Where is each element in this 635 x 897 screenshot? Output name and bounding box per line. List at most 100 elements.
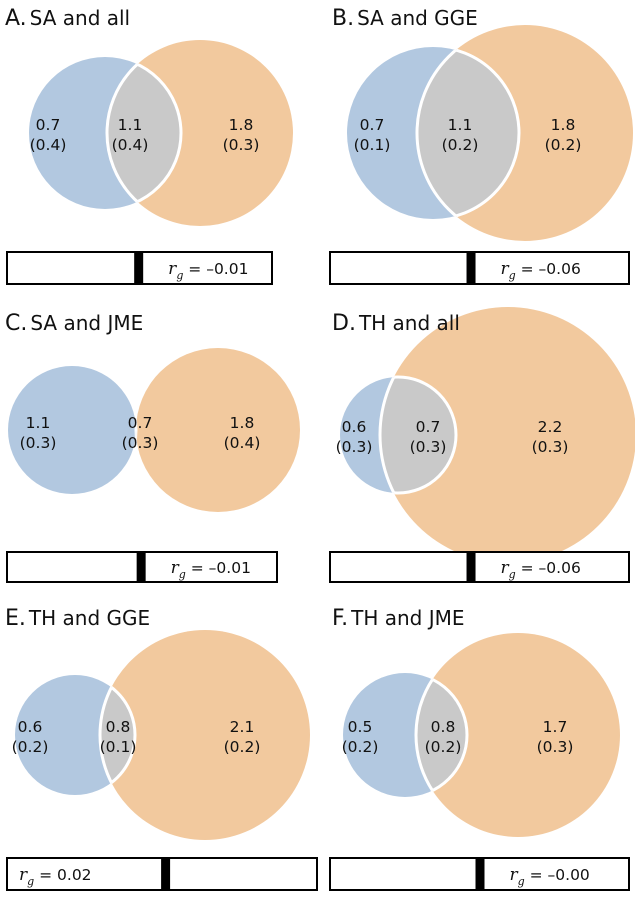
overlap-region-se: (0.2): [425, 738, 462, 756]
left-region-se: (0.4): [30, 136, 67, 154]
overlap-region-se: (0.4): [112, 136, 149, 154]
overlap-region-value: 1.1: [448, 116, 473, 134]
left-region-se: (0.1): [354, 136, 391, 154]
rg-value: = –0.01: [186, 559, 251, 577]
left-region-se: (0.2): [342, 738, 379, 756]
panel-title-text: TH and GGE: [28, 606, 150, 630]
left-region-se: (0.3): [336, 438, 373, 456]
panel-letter: A.: [5, 6, 27, 31]
rg-subscript: g: [509, 269, 516, 282]
overlap-region-value: 1.1: [118, 116, 143, 134]
overlap-outline-right: [378, 377, 456, 493]
right-region-value: 2.2: [538, 418, 563, 436]
overlap-region: [107, 57, 181, 209]
left-region-value: 0.5: [348, 718, 373, 736]
left-region-value: 0.7: [360, 116, 385, 134]
rg-symbol: r: [171, 558, 180, 578]
left-region-value: 0.6: [18, 718, 43, 736]
right-region-se: (0.3): [223, 136, 260, 154]
right-region-se: (0.4): [224, 434, 261, 452]
venn-panel-d: D. TH and all 0.6 (0.3) 0.7 (0.3) 2.2 (0.3) rg =…: [329, 307, 635, 583]
rg-label: rg = –0.06: [501, 558, 581, 581]
overlap-region-se: (0.3): [122, 434, 159, 452]
rg-marker: [475, 859, 485, 889]
panel-letter: B.: [332, 6, 354, 31]
right-region-value: 2.1: [230, 718, 255, 736]
right-region-value: 1.8: [551, 116, 576, 134]
rg-label: rg = 0.02: [19, 865, 92, 888]
panel-title: C. SA and JME: [5, 311, 143, 336]
overlap-outline-left: [380, 375, 458, 495]
panel-title-text: TH and all: [358, 311, 460, 335]
rg-symbol: r: [501, 558, 510, 578]
overlap-outline-right: [105, 57, 181, 209]
rg-subscript: g: [509, 568, 516, 581]
right-region-value: 1.8: [230, 414, 255, 432]
overlap-region-value: 0.8: [106, 718, 131, 736]
rg-value: = 0.02: [34, 866, 91, 884]
rg-marker: [466, 553, 476, 581]
rg-label: rg = –0.01: [171, 558, 251, 581]
rg-bar: [329, 551, 630, 583]
left-region-value: 0.7: [36, 116, 61, 134]
left-region-se: (0.2): [12, 738, 49, 756]
left-circle: [8, 366, 136, 494]
left-region-value: 0.6: [342, 418, 367, 436]
right-region-value: 1.8: [229, 116, 254, 134]
right-circle: [380, 307, 635, 563]
rg-symbol: r: [19, 865, 28, 885]
rg-value: = –0.06: [516, 260, 581, 278]
overlap-outline-right: [98, 675, 135, 795]
right-region-se: (0.2): [224, 738, 261, 756]
panel-title-text: SA and GGE: [357, 6, 478, 30]
rg-marker: [161, 859, 171, 889]
panel-title: F. TH and JME: [332, 606, 465, 631]
venn-panel-c: C. SA and JME 1.1 (0.3) 0.7 (0.3) 1.8 (0.4) rg =…: [5, 311, 300, 583]
panel-letter: F.: [332, 606, 348, 631]
right-circle: [416, 633, 620, 837]
panel-title: E. TH and GGE: [5, 606, 150, 631]
left-region-value: 1.1: [26, 414, 51, 432]
panel-letter: E.: [5, 606, 26, 631]
right-circle: [100, 630, 310, 840]
overlap-region-se: (0.2): [442, 136, 479, 154]
rg-symbol: r: [168, 259, 177, 279]
rg-symbol: r: [510, 865, 519, 885]
right-region-se: (0.3): [537, 738, 574, 756]
rg-subscript: g: [27, 875, 34, 888]
rg-subscript: g: [518, 875, 525, 888]
rg-value: = –0.00: [525, 866, 590, 884]
overlap-outline-right: [414, 673, 467, 797]
rg-bar: [329, 251, 630, 285]
rg-symbol: r: [501, 259, 510, 279]
rg-marker: [466, 253, 476, 283]
panel-letter: D.: [332, 311, 356, 336]
rg-subscript: g: [179, 568, 186, 581]
overlap-region: [417, 47, 519, 219]
panel-title: B. SA and GGE: [332, 6, 478, 31]
overlap-region-se: (0.1): [100, 738, 137, 756]
overlap-region-value: 0.7: [416, 418, 441, 436]
right-region-value: 1.7: [543, 718, 568, 736]
overlap-region-se: (0.3): [410, 438, 447, 456]
venn-panel-f: F. TH and JME 0.5 (0.2) 0.8 (0.2) 1.7 (0.3) rg =…: [329, 606, 630, 891]
left-region-se: (0.3): [20, 434, 57, 452]
overlap-outline-left: [107, 55, 183, 211]
panel-title-text: SA and all: [30, 6, 130, 30]
panel-title-text: SA and JME: [30, 311, 143, 335]
rg-subscript: g: [176, 269, 183, 282]
right-region-se: (0.2): [545, 136, 582, 154]
overlap-region-value: 0.7: [128, 414, 153, 432]
panel-title-text: TH and JME: [350, 606, 464, 630]
overlap-region-value: 0.8: [431, 718, 456, 736]
right-region-se: (0.3): [532, 438, 569, 456]
venn-panel-b: B. SA and GGE 0.7 (0.1) 1.1 (0.2) 1.8 (0.2) rg =…: [329, 6, 633, 285]
overlap-outline-left: [100, 673, 137, 797]
overlap-outline-right: [415, 47, 519, 219]
rg-label: rg = –0.01: [168, 259, 248, 282]
panel-title: A. SA and all: [5, 6, 130, 31]
rg-value: = –0.06: [516, 559, 581, 577]
panel-title: D. TH and all: [332, 311, 460, 336]
venn-panel-e: E. TH and GGE 0.6 (0.2) 0.8 (0.1) 2.1 (0.2) rg =…: [5, 606, 318, 891]
